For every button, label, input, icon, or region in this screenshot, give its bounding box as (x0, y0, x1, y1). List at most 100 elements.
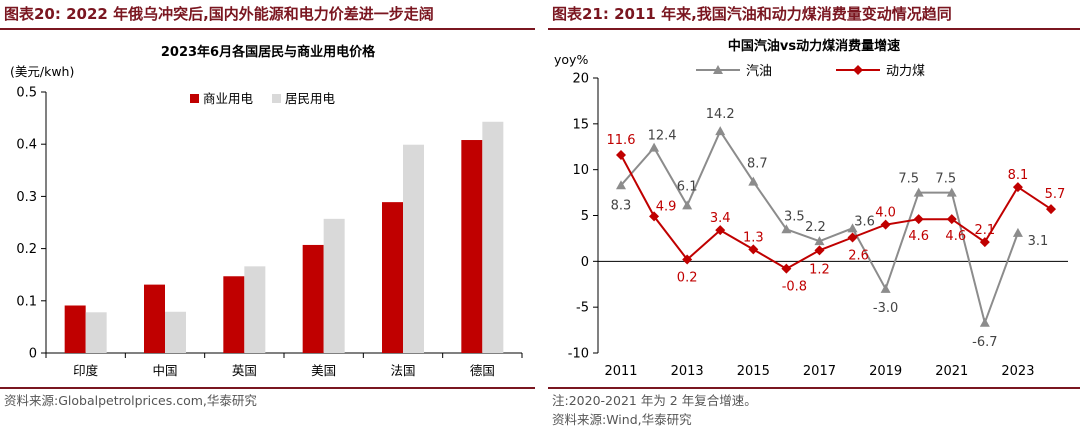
left-bottom-rule (0, 387, 535, 389)
line-x-tick-label: 2015 (737, 364, 770, 379)
line-chart: 中国汽油vs动力煤消费量增速 yoy% -10 -5 0 5 10 15 20 2011 201… (554, 38, 1068, 379)
bar-commercial (382, 202, 403, 353)
gasoline-data-label: -6.7 (972, 335, 997, 350)
bar-y-tick-label: 0.4 (16, 138, 37, 153)
bar-residential (403, 144, 424, 353)
line-y-tick-label: -10 (568, 347, 589, 362)
left-source: 资料来源:Globalpetrolprices.com,华泰研究 (4, 393, 257, 408)
coal-point (847, 232, 858, 243)
bar-residential (165, 311, 186, 353)
left-figure-panel: 图表20: 2022 年俄乌冲突后,国内外能源和电力价差进一步走阔 2023年6… (0, 0, 535, 429)
coal-point (913, 214, 924, 225)
bar-chart-ylabel: (美元/kwh) (10, 64, 74, 79)
line-y-tick-label: 10 (572, 163, 589, 178)
line-y-tick-label: 20 (572, 72, 589, 87)
gasoline-point (748, 176, 759, 186)
gasoline-data-label: 3.6 (854, 214, 875, 229)
coal-point (814, 245, 825, 256)
gasoline-data-label: 3.5 (784, 209, 805, 224)
line-x-tick-label: 2019 (869, 364, 902, 379)
coal-point (715, 225, 726, 236)
coal-point (649, 211, 660, 222)
bar-chart-axes: 0 0.1 0.2 0.3 0.4 0.5 印度 中国 英国 美国 法国 德国 (16, 86, 523, 378)
line-y-tick-label: 15 (572, 117, 589, 132)
coal-data-label: 4.6 (945, 229, 966, 244)
left-figure-title: 图表20: 2022 年俄乌冲突后,国内外能源和电力价差进一步走阔 (4, 5, 434, 23)
line-chart-ylabel: yoy% (554, 52, 588, 67)
coal-data-label: 5.7 (1045, 187, 1066, 202)
coal-legend-marker (853, 65, 863, 75)
bar-commercial (64, 305, 86, 353)
line-y-tick-label: 0 (581, 255, 589, 270)
bar-y-tick-label: 0.3 (16, 190, 37, 205)
bar-legend-label: 商业用电 (203, 91, 254, 106)
gasoline-point (682, 200, 693, 210)
coal-data-label: 11.6 (607, 133, 636, 148)
bar-category-label: 美国 (311, 363, 336, 378)
line-x-tick-label: 2017 (803, 364, 836, 379)
bar-residential (244, 266, 266, 353)
bar-chart: 2023年6月各国居民与商业用电价格 (美元/kwh) 0 0.1 0.2 0.3 0.… (10, 44, 523, 378)
line-chart-axes: -10 -5 0 5 10 15 20 2011 2013 2015 2017 2019 2021 202… (568, 72, 1068, 379)
bar-commercial (461, 140, 483, 353)
bar-legend-label: 居民用电 (285, 91, 336, 106)
line-y-tick-label: -5 (576, 301, 589, 316)
gasoline-legend-label: 汽油 (746, 64, 772, 79)
coal-point (748, 244, 759, 255)
bar-chart-legend: 商业用电 居民用电 (190, 91, 336, 106)
gasoline-data-label: 14.2 (706, 107, 735, 122)
bar-chart-marks (64, 121, 504, 353)
bar-category-label: 法国 (390, 363, 415, 378)
line-chart-title: 中国汽油vs动力煤消费量增速 (728, 38, 900, 54)
bar-commercial (302, 244, 324, 353)
coal-data-label: 2.1 (975, 223, 996, 238)
coal-legend-label: 动力煤 (886, 64, 925, 79)
bar-commercial (223, 276, 245, 353)
bar-category-label: 印度 (73, 363, 99, 378)
coal-point (880, 219, 891, 230)
coal-point (616, 150, 626, 160)
bar-legend-swatch (272, 94, 281, 103)
gasoline-point (649, 142, 660, 152)
gasoline-point (1012, 227, 1023, 237)
bar-commercial (144, 284, 165, 353)
right-figure-title: 图表21: 2011 年来,我国汽油和动力煤消费量变动情况趋同 (552, 5, 952, 23)
coal-data-label: 4.0 (875, 206, 896, 221)
gasoline-data-label: 8.3 (611, 198, 632, 213)
gasoline-legend-marker (713, 65, 723, 74)
coal-point (979, 237, 990, 248)
line-x-tick-label: 2013 (671, 364, 704, 379)
bar-residential (323, 218, 345, 353)
bar-residential (85, 312, 107, 353)
gasoline-data-label: 6.1 (677, 179, 698, 194)
gasoline-point (781, 224, 792, 234)
line-x-tick-label: 2011 (604, 364, 637, 379)
gasoline-data-label: 3.1 (1028, 234, 1049, 249)
right-bottom-rule (548, 387, 1080, 389)
coal-point (946, 214, 957, 225)
gasoline-data-label: 8.7 (747, 157, 768, 172)
coal-point (781, 263, 792, 274)
gasoline-point (913, 187, 924, 197)
gasoline-point (814, 236, 825, 246)
bar-category-label: 英国 (232, 363, 257, 378)
bar-y-tick-label: 0 (29, 347, 37, 362)
line-y-tick-label: 5 (581, 209, 589, 224)
gasoline-point (715, 126, 726, 136)
coal-data-label: 4.9 (656, 199, 677, 214)
line-chart-marks: 8.3 12.4 6.1 14.2 8.7 3.52.2 3.6 -3.0 7.5 7.5 -6.7… (607, 107, 1066, 350)
coal-data-label: -0.8 (782, 280, 807, 295)
gasoline-data-label: 7.5 (898, 172, 919, 187)
line-x-tick-label: 2021 (935, 364, 968, 379)
bar-y-tick-label: 0.5 (16, 86, 37, 101)
gasoline-data-label: 2.2 (805, 220, 826, 235)
gasoline-point (880, 283, 891, 293)
gasoline-data-label: -3.0 (873, 301, 898, 316)
coal-data-label: 8.1 (1008, 168, 1029, 183)
line-x-tick-label: 2023 (1001, 364, 1034, 379)
coal-data-label: 1.2 (809, 262, 830, 277)
right-figure-panel: 图表21: 2011 年来,我国汽油和动力煤消费量变动情况趋同 中国汽油vs动力… (548, 0, 1080, 429)
bar-y-tick-label: 0.1 (16, 294, 37, 309)
right-source: 资料来源:Wind,华泰研究 (552, 412, 692, 427)
bar-legend-swatch (190, 94, 199, 103)
